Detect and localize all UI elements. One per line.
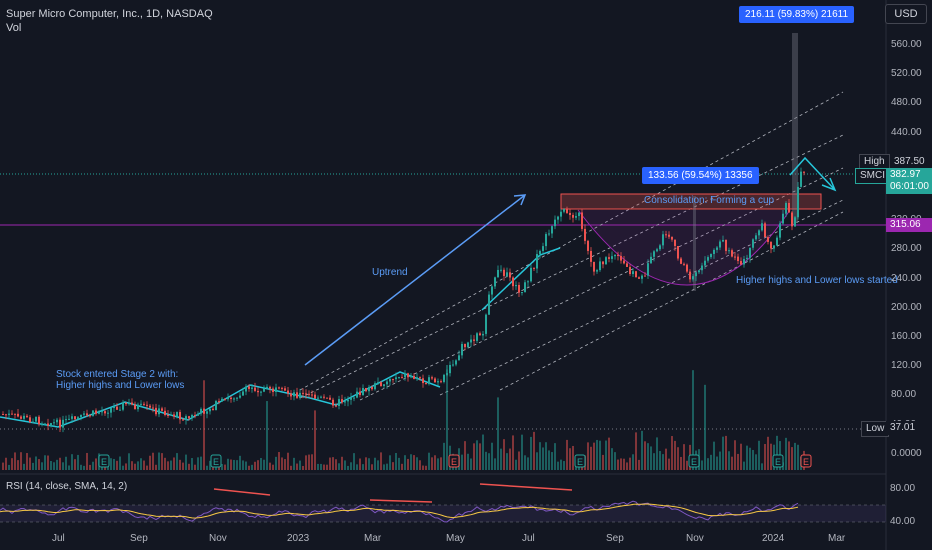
higher-highs-annotation[interactable]: Higher highs and Lower lows started [736,275,898,286]
symbol-title[interactable]: Super Micro Computer, Inc., 1D, NASDAQ [6,8,213,20]
rsi-axis-high: 80.00 [890,483,916,494]
time-axis-label: Sep [606,533,624,544]
svg-text:E: E [691,457,697,467]
earnings-marker-icon[interactable]: E [772,454,784,468]
volume-label[interactable]: Vol [6,22,22,34]
rsi-label[interactable]: RSI (14, close, SMA, 14, 2) [6,481,128,492]
svg-text:E: E [577,457,583,467]
price-axis-label: 80.00 [891,389,917,401]
last-price-tag: 382.97 [886,168,932,182]
time-axis-label: Jul [522,533,535,544]
price-candles [2,167,805,433]
price-axis-label: 520.00 [891,68,922,80]
consolidation-annotation[interactable]: Consolidation: Forming a cup [644,195,775,206]
time-axis-label: 2023 [287,533,310,544]
rsi-line [0,500,799,523]
earnings-marker-icon[interactable]: E [448,454,460,468]
svg-text:E: E [101,457,107,467]
consolidation-box[interactable] [560,193,822,210]
price-axis-label: 120.00 [891,360,922,372]
stage2-annotation-line1[interactable]: Stock entered Stage 2 with: [56,369,179,380]
high-tag-label: High [859,154,890,170]
uptrend-annotation[interactable]: Uptrend [372,267,408,278]
svg-text:E: E [213,457,219,467]
price-axis-label: 560.00 [891,39,922,50]
svg-text:E: E [775,457,781,467]
time-axis-label: Nov [209,533,227,544]
time-axis-label: Jul [52,533,65,544]
earnings-marker-icon[interactable]: E [210,454,222,468]
earnings-marker-icon[interactable]: E [688,454,700,468]
time-axis-label: Sep [130,533,148,544]
price-axis-label: 440.00 [891,126,922,138]
time-axis-label: Nov [686,533,704,544]
currency-button[interactable]: USD [885,4,927,24]
cup-shape[interactable] [577,209,791,286]
earnings-marker-icon[interactable]: E [98,454,110,468]
svg-text:E: E [451,457,457,467]
price-axis-label: 0.0000 [891,447,922,459]
time-axis-label: 2024 [762,533,785,544]
earnings-marker-icon[interactable]: E [574,454,586,468]
time-axis-label: Mar [364,533,382,544]
svg-text:E: E [803,457,809,467]
price-axis-label: 200.00 [891,301,922,313]
low-tag-value: 37.01 [886,421,920,435]
measure-label-big[interactable]: 216.11 (59.83%) 21611 [739,6,855,23]
uptrend-arrow[interactable] [304,194,527,366]
earnings-marker-icon[interactable]: E [800,454,812,468]
measure-label-small[interactable]: 133.56 (59.54%) 13356 [642,167,759,184]
rsi-axis-low: 40.00 [890,516,916,527]
high-tag-value: 387.50 [890,155,929,169]
price-axis-label: 480.00 [891,97,922,109]
stage2-annotation-line2[interactable]: Higher highs and Lower lows [56,380,185,391]
price-axis-label: 160.00 [891,331,922,342]
countdown-tag: 06:01:00 [886,180,932,194]
trend-channel[interactable] [299,91,844,401]
level-tag: 315.06 [886,218,932,232]
time-axis-label: Mar [828,533,846,544]
rsi-sma-line [0,503,799,519]
price-axis-label: 280.00 [891,243,922,255]
price-axis-label: 240.00 [891,272,922,284]
time-axis-label: May [446,533,465,544]
symbol-tag: SMCI [855,168,890,184]
